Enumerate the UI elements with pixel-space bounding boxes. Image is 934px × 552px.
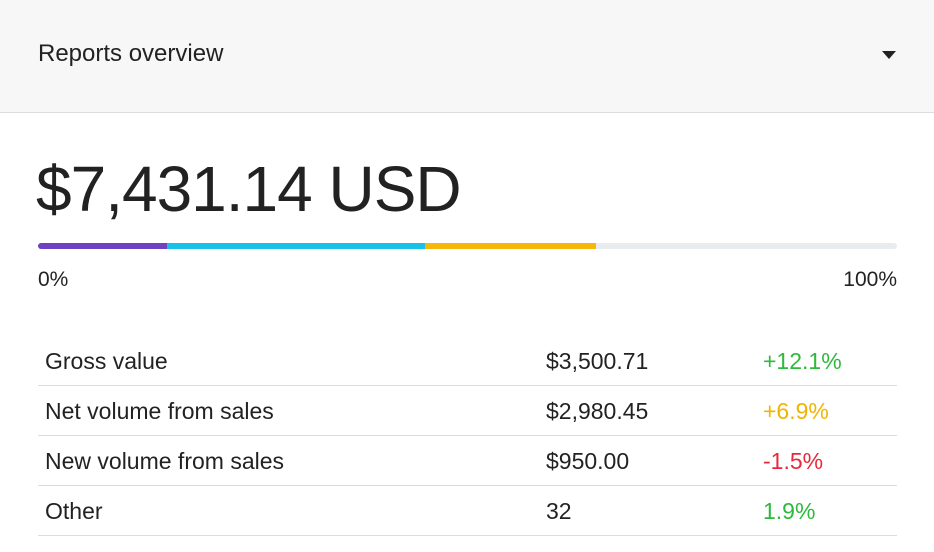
progress-segment bbox=[424, 243, 597, 249]
card-header: Reports overview bbox=[0, 0, 934, 113]
table-row: Other 32 1.9% bbox=[38, 486, 897, 536]
row-amount: $950.00 bbox=[546, 448, 630, 474]
progress-tick-label: 100% bbox=[843, 268, 897, 291]
row-amount: 32 bbox=[546, 498, 572, 524]
table-row: New volume from sales $950.00 -1.5% bbox=[38, 436, 897, 486]
summary-table: Gross value $3,500.71 +12.1% Net volume fro… bbox=[38, 336, 897, 536]
row-label: New volume from sales bbox=[45, 448, 285, 474]
progress-tick-label: 0% bbox=[38, 268, 69, 291]
dropdown-caret[interactable] bbox=[882, 51, 896, 59]
row-label: Other bbox=[45, 498, 103, 524]
total-amount: $7,431.14 USD bbox=[36, 153, 462, 225]
row-amount: $3,500.71 bbox=[546, 348, 649, 374]
row-amount: $2,980.45 bbox=[546, 398, 649, 424]
table-row: Gross value $3,500.71 +12.1% bbox=[38, 336, 897, 386]
progress-segment bbox=[38, 243, 167, 249]
progress-bar bbox=[38, 243, 897, 249]
row-change: +12.1% bbox=[763, 348, 842, 374]
row-label: Gross value bbox=[45, 348, 168, 374]
card-title: Reports overview bbox=[38, 40, 224, 67]
row-change: -1.5% bbox=[763, 448, 824, 474]
row-change: +6.9% bbox=[763, 398, 829, 424]
row-change: 1.9% bbox=[763, 498, 816, 524]
progress-segment bbox=[166, 243, 425, 249]
table-row: Net volume from sales $2,980.45 +6.9% bbox=[38, 386, 897, 436]
row-label: Net volume from sales bbox=[45, 398, 274, 424]
